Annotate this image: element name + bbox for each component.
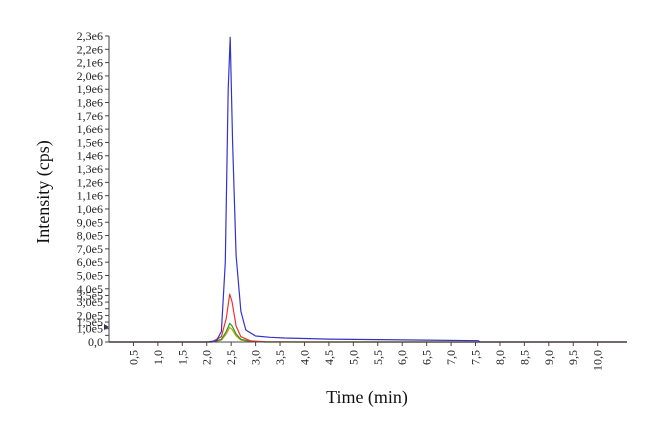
x-tick-label: 10,0: [591, 350, 605, 371]
x-tick-label: 8,5: [517, 350, 531, 365]
y-tick-label: 1,6e6: [77, 122, 103, 136]
x-tick-label: 5,5: [371, 350, 385, 365]
axes: [108, 36, 627, 343]
series-line: [109, 36, 627, 343]
x-tick-label: 1,0: [151, 350, 165, 365]
x-tick-label: 6,0: [395, 350, 409, 365]
y-tick-label: 8,0e5: [77, 229, 103, 243]
y-tick-label: 1,0e6: [77, 202, 103, 216]
x-tick-label: 7,0: [444, 350, 458, 365]
x-tick-label: 0,5: [126, 350, 140, 365]
y-tick-label: 2,1e6: [77, 56, 103, 70]
y-tick-label: 1,8e6: [77, 96, 103, 110]
x-tick-label: 9,0: [542, 350, 556, 365]
axis-cursor-marker: [104, 324, 109, 330]
y-tick-label: 2,0e5: [77, 308, 103, 322]
x-tick-label: 4,5: [322, 350, 336, 365]
x-tick-label: 7,5: [469, 350, 483, 365]
x-tick-label: 9,5: [566, 350, 580, 365]
series-layer: [109, 36, 627, 343]
y-tick-label: 2,0e6: [77, 69, 103, 83]
y-tick-label: 1,9e6: [77, 82, 103, 96]
x-tick-label: 3,5: [273, 350, 287, 365]
y-tick-label: 1,0e5: [77, 322, 103, 336]
y-tick-label: 4,0e5: [77, 282, 103, 296]
y-tick-label: 3,5e5: [77, 288, 103, 302]
y-tick-label: 1,3e6: [77, 162, 103, 176]
y-tick-label: 1,1e6: [77, 189, 103, 203]
y-tick-label: 5,0e5: [77, 268, 103, 282]
y-tick-label: 3,0e5: [77, 295, 103, 309]
y-axis-title: Intensity (cps): [33, 140, 54, 243]
x-tick-label: 4,0: [297, 350, 311, 365]
x-axis-ticks: 0,5 1,0 1,5 2,0 2,5 3,0 3,5 4,0 4,5 5,0 5,5 6,0 6,5 7…: [126, 342, 605, 371]
x-tick-label: 2,0: [200, 350, 214, 365]
y-tick-label: 0,0: [88, 335, 103, 349]
y-tick-label: 1,5e5: [77, 315, 103, 329]
y-tick-label: 6,0e5: [77, 255, 103, 269]
y-tick-label: 2,3e6: [77, 29, 103, 43]
y-tick-label: 9,0e5: [77, 215, 103, 229]
y-tick-label: 1,2e6: [77, 175, 103, 189]
y-tick-label: 1,5e6: [77, 135, 103, 149]
x-tick-label: 6,5: [420, 350, 434, 365]
x-tick-label: 5,0: [346, 350, 360, 365]
y-axis-ticks: 0,01,0e51,5e52,0e53,0e53,5e54,0e55,0e56,…: [77, 29, 109, 349]
x-tick-label: 8,0: [493, 350, 507, 365]
y-tick-label: 1,4e6: [77, 149, 103, 163]
y-tick-label: 7,0e5: [77, 242, 103, 256]
x-tick-label: 2,5: [224, 350, 238, 365]
series-line: [109, 293, 627, 343]
x-tick-label: 3,0: [249, 350, 263, 365]
x-tick-label: 1,5: [175, 350, 189, 365]
y-tick-label: 1,7e6: [77, 109, 103, 123]
x-axis-title: Time (min): [326, 387, 408, 408]
y-tick-label: 2,2e6: [77, 42, 103, 56]
